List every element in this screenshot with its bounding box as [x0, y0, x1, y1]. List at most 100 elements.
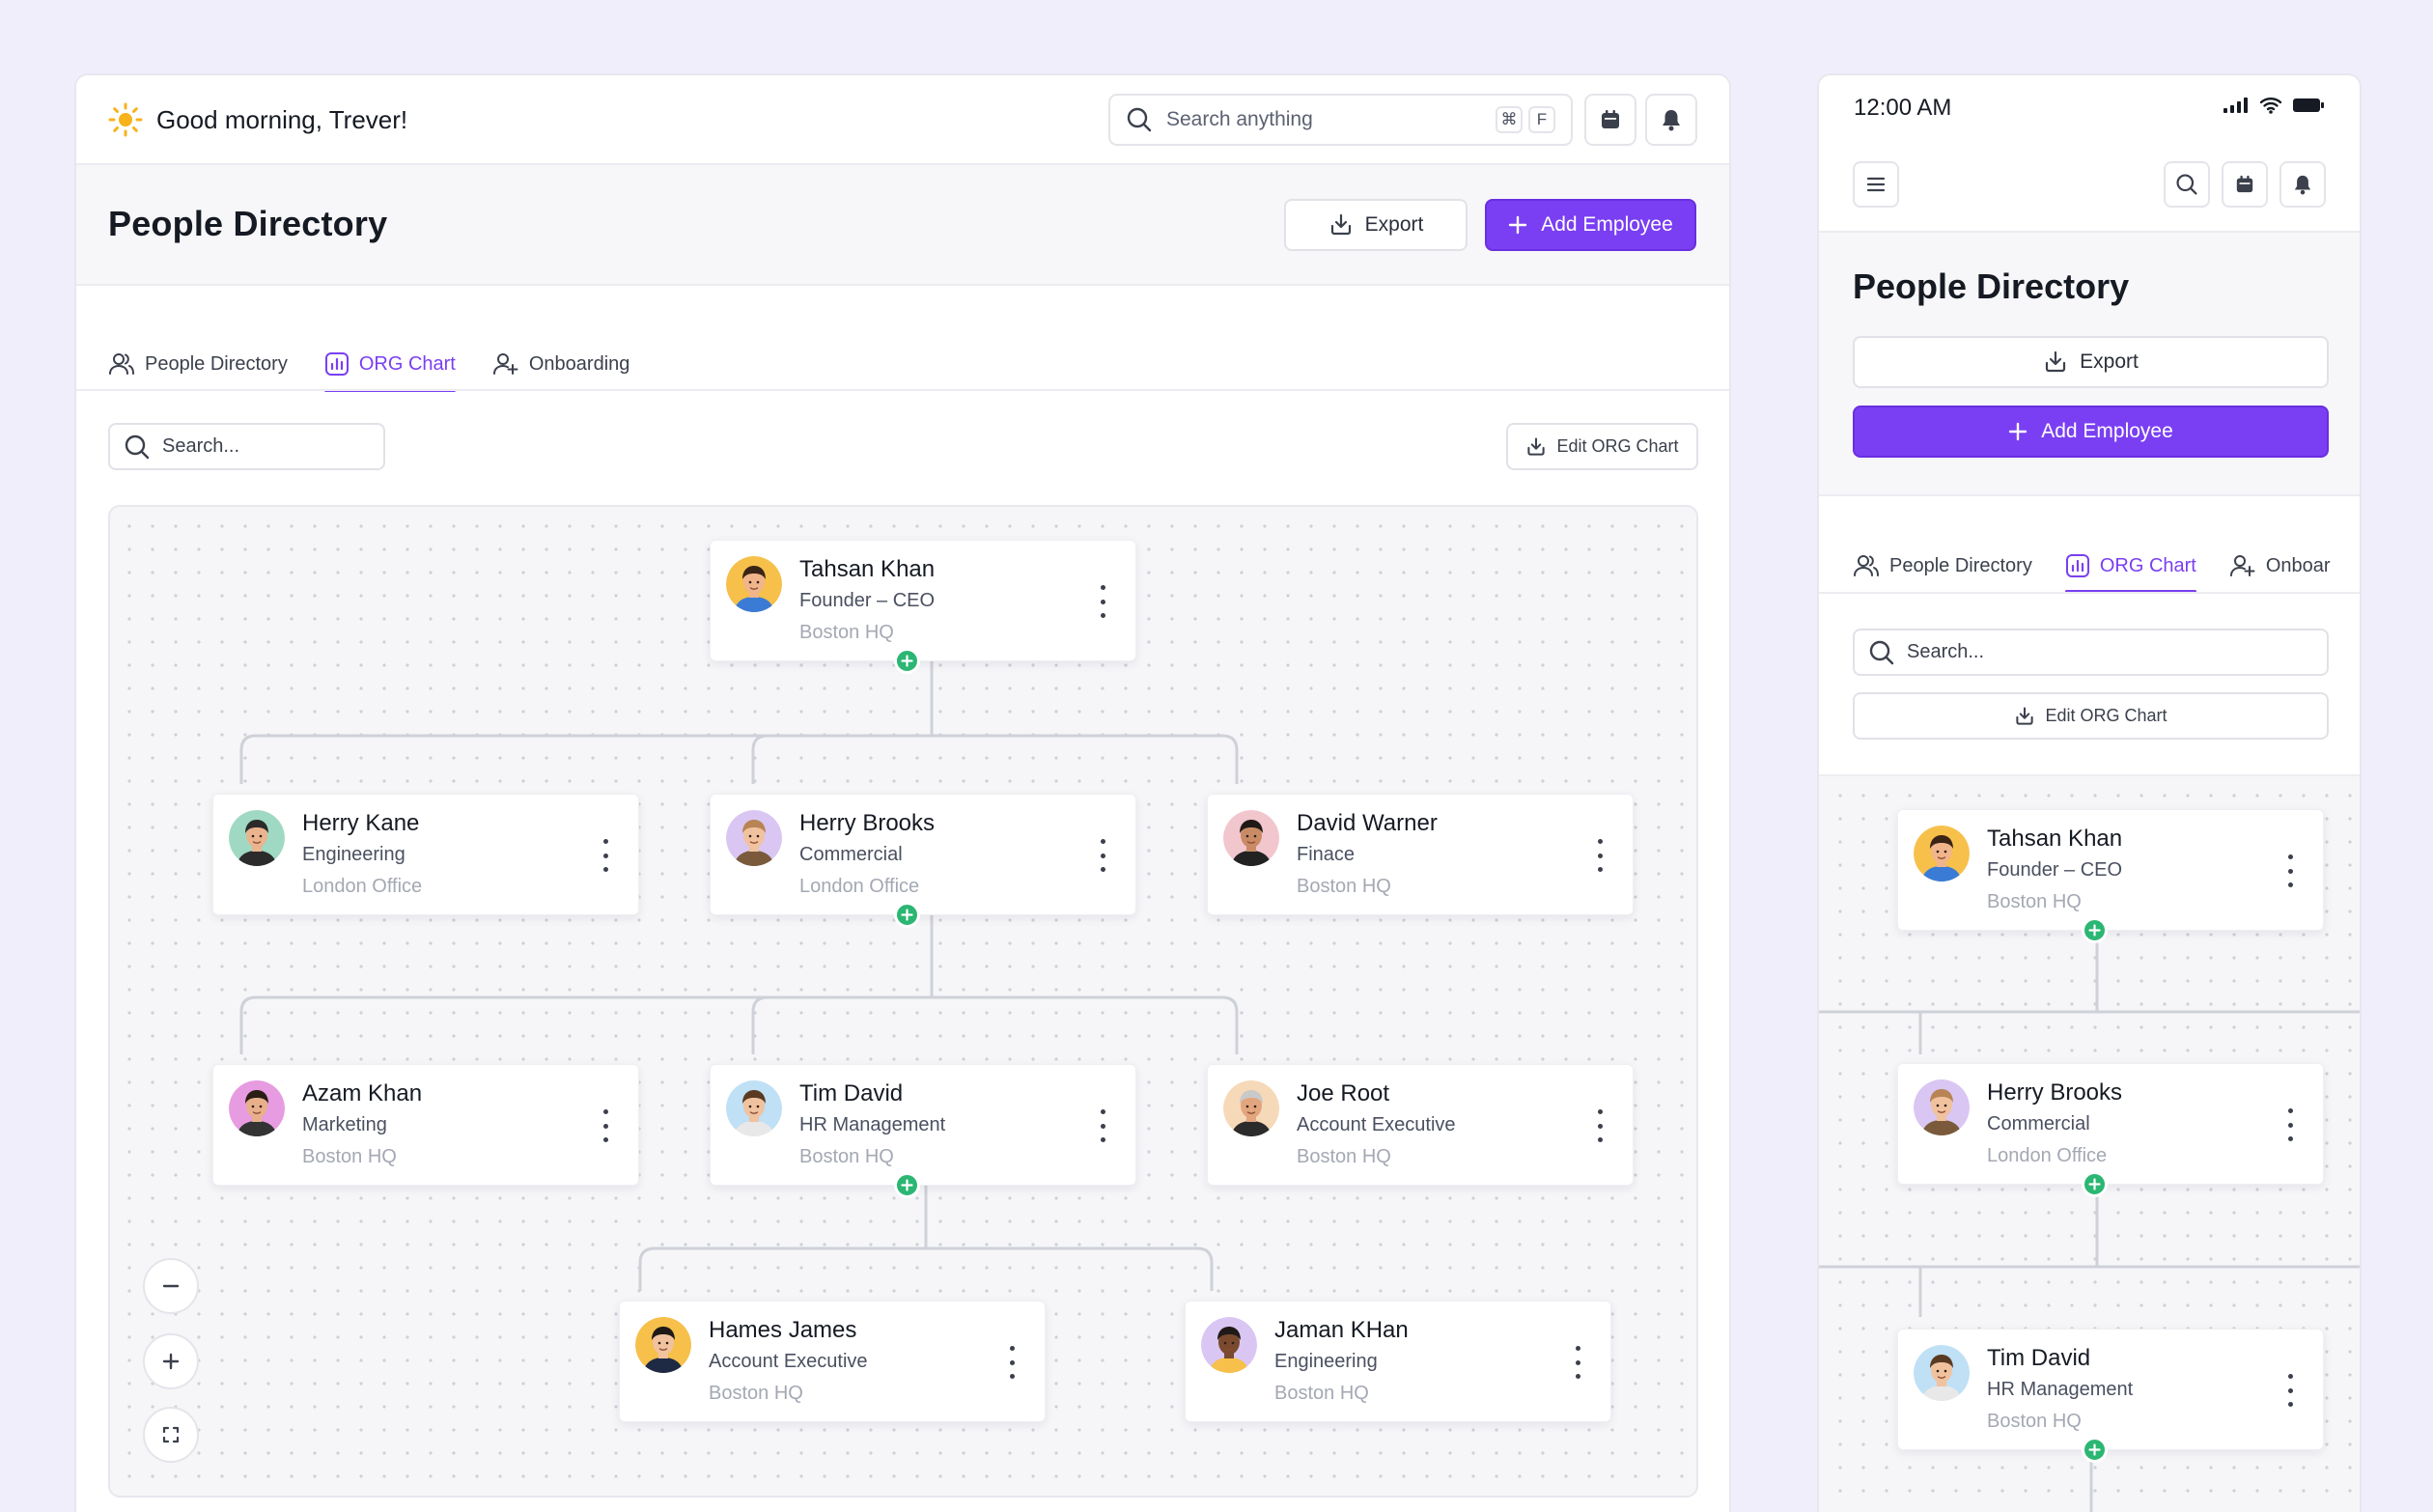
kbd-command: ⌘ [1496, 106, 1523, 133]
employee-name: Herry Brooks [799, 810, 936, 836]
more-options-icon[interactable] [1097, 585, 1108, 618]
employee-card[interactable]: Tim David HR Management Boston HQ [710, 1064, 1136, 1198]
employee-card[interactable]: David Warner Finace Boston HQ [1207, 794, 1634, 915]
employee-location: Boston HQ [1274, 1383, 1369, 1404]
plus-icon [2088, 1443, 2101, 1456]
more-options-icon[interactable] [1097, 839, 1108, 872]
more-options-icon[interactable] [1006, 1346, 1018, 1379]
chart-search-placeholder: Search... [1907, 641, 1985, 662]
add-report-button[interactable] [894, 648, 920, 674]
avatar [1223, 1080, 1279, 1136]
employee-role: Account Executive [709, 1351, 868, 1372]
employee-card[interactable]: Hames James Account Executive Boston HQ [619, 1301, 1046, 1422]
add-report-button[interactable] [894, 902, 920, 928]
plus-icon [901, 1179, 913, 1191]
chart-icon [2065, 554, 2089, 577]
employee-name: Herry Brooks [1987, 1079, 2123, 1106]
header-divider [1819, 231, 2360, 233]
search-icon [2176, 174, 2197, 195]
search-button[interactable] [2164, 161, 2210, 208]
more-options-icon[interactable] [1594, 1109, 1606, 1142]
tab-onboarding[interactable]: Onboarding [492, 336, 629, 392]
avatar [726, 810, 782, 866]
add-report-button[interactable] [2082, 1171, 2108, 1197]
tab-people-directory[interactable]: People Directory [108, 336, 288, 392]
menu-button[interactable] [1853, 161, 1899, 208]
tab-org-chart[interactable]: ORG Chart [323, 336, 456, 392]
avatar [1223, 810, 1279, 866]
employee-location: Boston HQ [799, 1146, 894, 1167]
download-icon [1330, 213, 1351, 236]
calendar-icon [2236, 175, 2253, 193]
calendar-button[interactable] [1584, 94, 1636, 146]
user-plus-icon [2229, 555, 2255, 576]
plus-icon [2088, 1178, 2101, 1190]
download-icon [2016, 707, 2034, 725]
more-options-icon[interactable] [2284, 1108, 2296, 1141]
export-label: Export [2080, 350, 2139, 373]
employee-card[interactable]: Herry Brooks Commercial London Office [710, 794, 1136, 928]
employee-card[interactable]: Azam Khan Marketing Boston HQ [212, 1064, 639, 1186]
chart-search-input[interactable]: Search... [108, 423, 385, 470]
employee-card[interactable]: Tim David HR Management Boston HQ [1897, 1329, 2324, 1463]
more-options-icon[interactable] [1594, 839, 1606, 872]
more-options-icon[interactable] [1097, 1109, 1108, 1142]
employee-role: Account Executive [1297, 1114, 1456, 1135]
add-employee-button[interactable]: Add Employee [1853, 406, 2329, 458]
employee-role: Engineering [302, 844, 406, 865]
wifi-icon [2259, 98, 2282, 114]
avatar [1201, 1317, 1257, 1373]
avatar [726, 1080, 782, 1136]
tab-org-chart[interactable]: ORG Chart [2064, 539, 2196, 593]
add-employee-button[interactable]: Add Employee [1485, 199, 1696, 251]
employee-name: Tim David [799, 1080, 904, 1106]
employee-location: London Office [302, 876, 423, 897]
plus-icon [2088, 924, 2101, 937]
zoom-in-button[interactable] [143, 1333, 199, 1389]
tab-bar: People Directory ORG Chart Onboar [1853, 539, 2331, 593]
export-button[interactable]: Export [1284, 199, 1468, 251]
plus-icon [2009, 422, 2028, 441]
export-button[interactable]: Export [1853, 336, 2329, 388]
more-options-icon[interactable] [600, 839, 611, 872]
add-report-button[interactable] [2082, 917, 2108, 943]
org-chart-canvas[interactable]: Tahsan Khan Founder – CEO Boston HQ Herr… [108, 505, 1698, 1498]
more-options-icon[interactable] [2284, 854, 2296, 887]
chart-search-input[interactable]: Search... [1853, 629, 2329, 676]
employee-card[interactable]: Tahsan Khan Founder – CEO Boston HQ [710, 540, 1136, 674]
more-options-icon[interactable] [2284, 1374, 2296, 1407]
global-search-input[interactable]: Search anything ⌘ F [1108, 94, 1573, 146]
employee-location: Boston HQ [799, 622, 894, 643]
tab-bar: People Directory ORG Chart Onboarding [108, 336, 629, 392]
edit-org-chart-button[interactable]: Edit ORG Chart [1506, 423, 1698, 470]
zoom-out-button[interactable] [143, 1258, 199, 1314]
more-options-icon[interactable] [1572, 1346, 1583, 1379]
employee-location: Boston HQ [302, 1146, 397, 1167]
kbd-f: F [1528, 106, 1555, 133]
tab-people-directory[interactable]: People Directory [1853, 539, 2032, 593]
employee-role: HR Management [1987, 1379, 2134, 1400]
calendar-button[interactable] [2222, 161, 2268, 208]
employee-card[interactable]: Tahsan Khan Founder – CEO Boston HQ [1897, 809, 2324, 943]
employee-card[interactable]: Herry Kane Engineering London Office [212, 794, 639, 915]
chart-search-placeholder: Search... [162, 435, 240, 457]
add-report-button[interactable] [2082, 1437, 2108, 1463]
employee-name: Jaman KHan [1274, 1317, 1409, 1343]
tab-onboarding[interactable]: Onboar [2229, 539, 2331, 593]
more-options-icon[interactable] [600, 1109, 611, 1142]
page-header: People Directory Export Add Employee [76, 165, 1729, 286]
tab-label: People Directory [1889, 554, 2032, 576]
export-label: Export [1364, 213, 1424, 236]
employee-card[interactable]: Herry Brooks Commercial London Office [1897, 1063, 2324, 1197]
edit-org-chart-button[interactable]: Edit ORG Chart [1853, 692, 2329, 740]
greeting: Good morning, Trever! [108, 102, 407, 137]
employee-card[interactable]: Joe Root Account Executive Boston HQ [1207, 1064, 1634, 1186]
employee-card[interactable]: Jaman KHan Engineering Boston HQ [1185, 1301, 1611, 1422]
fit-screen-button[interactable] [143, 1407, 199, 1463]
add-report-button[interactable] [894, 1172, 920, 1198]
users-icon [109, 353, 134, 375]
notifications-button[interactable] [1645, 94, 1697, 146]
notifications-button[interactable] [2279, 161, 2326, 208]
org-chart-canvas[interactable]: Tahsan Khan Founder – CEO Boston HQ Herr… [1819, 774, 2360, 1512]
tab-label: ORG Chart [358, 352, 456, 375]
